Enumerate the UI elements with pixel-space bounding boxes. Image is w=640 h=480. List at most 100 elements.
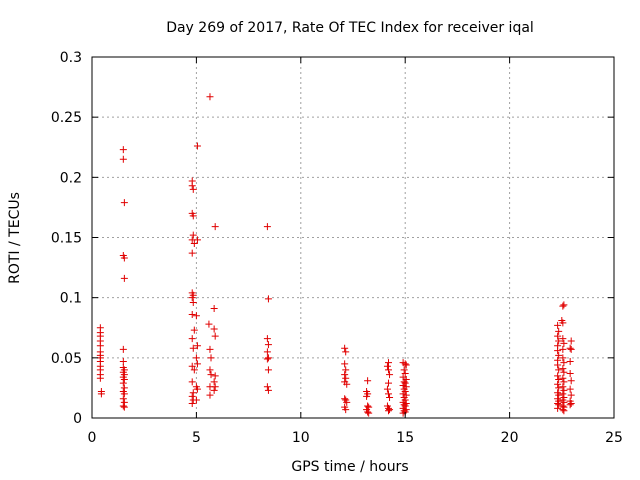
data-point [341,344,349,352]
data-point [364,377,372,385]
data-point [206,391,214,399]
data-point [401,369,409,377]
data-point [263,223,271,231]
data-point [554,372,562,380]
data-point [560,378,568,386]
chart-title: Day 269 of 2017, Rate Of TEC Index for r… [166,20,534,36]
data-point [264,354,272,362]
data-point [567,400,575,408]
data-point [401,360,409,368]
data-point [384,366,392,374]
data-point [341,360,349,368]
data-point [555,351,563,359]
data-point [342,366,350,374]
data-point [96,374,104,382]
data-point [206,93,214,101]
data-point [342,374,350,382]
data-point [206,366,214,374]
data-point [189,231,197,239]
data-point [264,341,272,349]
data-point [119,345,127,353]
x-axis-label: GPS time / hours [291,459,408,475]
data-point [383,385,391,393]
data-point [188,362,196,370]
data-point [120,254,128,262]
data-point [555,327,563,335]
data-point [364,402,372,410]
data-point [189,298,197,306]
data-point [119,395,127,403]
data-point [210,325,218,333]
y-tick-label: 0 [73,411,82,427]
data-point [188,400,196,408]
data-point [560,407,568,415]
data-point [559,354,567,362]
data-point [567,377,575,385]
data-point [211,223,219,231]
data-points [96,93,575,417]
data-point [264,295,272,303]
data-point [119,155,127,163]
data-point [263,335,271,343]
data-point [559,365,567,373]
data-point [205,320,213,328]
y-tick-label: 0.15 [51,231,82,247]
data-point [343,398,351,406]
data-point [555,337,563,345]
data-point [342,348,350,356]
axis-ticks [91,56,615,419]
x-tick-label: 10 [292,430,310,446]
data-point [566,357,574,365]
x-tick-labels: 0 5 10 15 20 25 [88,430,623,446]
data-point [555,375,563,383]
data-point [560,368,568,376]
y-tick-label: 0.1 [60,291,82,307]
data-point [554,380,562,388]
data-point [97,390,105,398]
data-point [555,391,563,399]
data-point [193,236,201,244]
data-point [264,386,272,394]
grid [92,57,614,418]
data-point [559,345,567,353]
data-point [193,142,201,150]
data-point [559,406,567,414]
data-point [386,406,394,414]
data-point [554,332,562,340]
data-point [189,212,197,220]
data-point [188,378,196,386]
data-point [555,384,563,392]
data-point [211,383,219,391]
data-point [210,386,218,394]
data-point [188,311,196,319]
data-point [119,402,127,410]
data-point [120,199,128,207]
data-point [120,403,128,411]
data-point [559,335,567,343]
data-point [342,406,350,414]
data-point [96,342,104,350]
data-point [559,383,567,391]
data-point [120,375,128,383]
data-point [386,394,394,402]
data-point [559,374,567,382]
data-point [207,371,215,379]
data-point [365,409,373,417]
data-point [210,378,218,386]
data-point [263,348,271,356]
data-point [384,407,392,415]
data-point [211,372,219,380]
data-point [566,385,574,393]
y-tick-label: 0.3 [60,50,82,66]
data-point [188,335,196,343]
y-axis-label: ROTI / TECUs [7,192,23,284]
x-tick-label: 0 [88,430,97,446]
data-point [567,337,575,345]
y-tick-label: 0.2 [60,170,82,186]
data-point [190,326,198,334]
data-point [566,401,574,409]
data-point [119,357,127,365]
data-point [189,185,197,193]
data-point [566,344,574,352]
